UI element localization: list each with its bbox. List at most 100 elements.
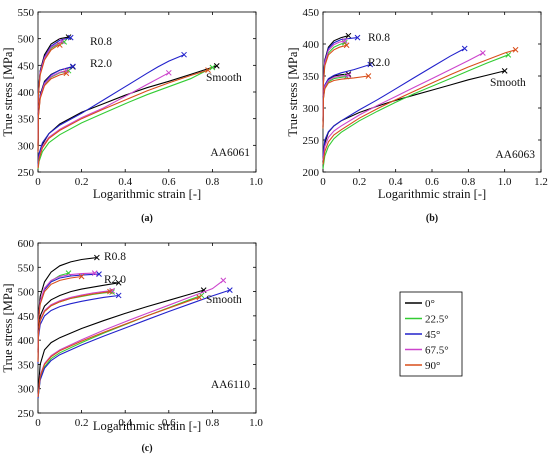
specimen-group-r20 [37,63,76,153]
series-line [37,291,110,363]
fracture-point-marker [367,61,374,68]
y-tick-label: 200 [303,167,320,179]
series-line [322,54,509,169]
annotation-smooth: Smooth [206,294,242,306]
series-line [322,74,349,128]
fracture-point-marker [56,42,63,48]
series-line [37,275,82,353]
x-axis-label: Logarithmic strain [-] [378,187,486,201]
y-tick-label: 500 [18,287,35,299]
fracture-point-marker [501,68,508,74]
panel-caption: (b) [426,213,438,224]
y-tick-label: 600 [18,238,35,250]
specimen-group-r08 [322,32,361,123]
series-line [322,49,516,165]
fracture-point-marker [341,37,348,44]
x-tick-label: 0.2 [75,417,89,429]
annotation-r20: R2.0 [90,58,112,70]
series-line [37,296,200,398]
series-line [37,69,209,169]
legend-label: 45° [425,329,440,341]
specimen-group-r20 [322,61,374,129]
y-tick-label: 250 [18,167,35,179]
y-tick-label: 300 [18,384,35,396]
x-axis-label: Logarithmic strain [-] [93,187,201,201]
fracture-point-marker [91,270,98,276]
y-tick-label: 450 [18,60,35,72]
fracture-point-marker [505,52,512,58]
y-tick-label: 350 [18,114,35,126]
fracture-point-marker [67,34,74,41]
series-line [37,67,213,170]
series-line [37,65,217,167]
legend-label: 0° [425,298,435,310]
legend-label: 67.5° [425,345,449,357]
series-line [37,294,202,399]
specimen-group-r08 [37,254,102,353]
chart-panel-a: 0 0.2 0.4 0.6 0.8 1.0 250 300 350 400 450 500 550 Log… [1,7,263,224]
x-tick-label: 1.2 [534,176,548,188]
fracture-point-marker [196,294,203,301]
y-axis-label: True stress [MPa] [286,47,300,136]
y-axis-label: True stress [MPa] [1,47,15,136]
y-tick-label: 450 [303,7,320,19]
x-axis-label: Logarithmic strain [-] [93,419,201,433]
chart-panel-c: 0 0.2 0.4 0.6 0.8 1.0 250 300 350 400 450 500 550 600… [1,238,263,454]
fracture-point-marker [107,288,113,295]
series-line [322,44,347,123]
fracture-point-marker [461,45,468,52]
series-line [37,289,230,399]
fracture-point-marker [78,273,85,280]
x-tick-label: 0 [320,176,326,188]
specimen-group-r08 [37,34,74,147]
y-tick-label: 400 [303,39,320,51]
fracture-point-marker [115,279,122,286]
panel-caption: (c) [141,443,152,454]
material-label: AA6063 [495,149,535,161]
x-tick-label: 0.6 [425,176,439,188]
annotation-r08: R0.8 [104,251,126,263]
specimen-group-smooth [322,45,519,169]
x-tick-label: 1.0 [249,176,263,188]
fracture-point-marker [345,32,352,39]
series-line [37,289,204,394]
fracture-point-marker [365,73,372,79]
y-axis-label: True stress [MPa] [1,283,15,372]
y-tick-label: 350 [18,359,35,371]
specimen-group-smooth [37,277,233,399]
series-line [322,52,484,161]
y-tick-label: 400 [18,335,35,347]
series-line [37,70,67,152]
legend-label: 22.5° [425,314,449,326]
y-tick-label: 550 [18,262,35,274]
annotation-r08: R0.8 [90,36,112,48]
annotation-smooth: Smooth [206,72,242,84]
fracture-point-marker [94,254,100,261]
fracture-point-marker [165,69,172,76]
y-tick-label: 550 [18,7,35,19]
fracture-point-marker [512,46,519,53]
fracture-point-marker [343,42,350,49]
x-tick-label: 0.6 [162,176,176,188]
x-tick-label: 0.6 [162,417,176,429]
y-tick-label: 300 [18,140,35,152]
series-line [37,272,69,353]
fracture-point-marker [213,63,220,69]
specimen-group-r20 [37,279,122,364]
series-line [37,279,224,397]
x-tick-label: 1.0 [249,417,263,429]
fracture-point-marker [205,67,211,73]
fracture-point-marker [70,63,76,70]
x-tick-label: 0.4 [118,417,132,429]
x-tick-label: 0 [35,176,41,188]
fracture-point-marker [63,70,70,77]
x-tick-label: 0.8 [461,176,475,188]
annotation-r20: R2.0 [104,274,126,286]
specimen-group-smooth [37,51,220,170]
x-tick-label: 0.8 [206,417,220,429]
x-tick-label: 1.0 [498,176,512,188]
panel-caption: (a) [141,213,153,224]
annotation-smooth: Smooth [490,77,526,89]
fracture-point-marker [59,38,65,45]
